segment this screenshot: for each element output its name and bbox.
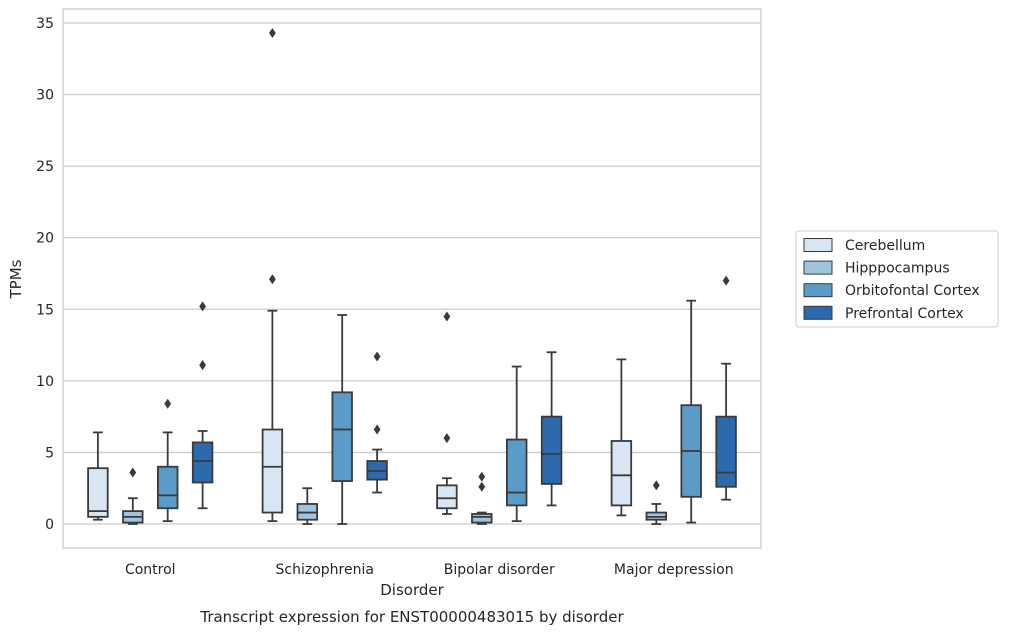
legend-label: Orbitofontal Cortex bbox=[845, 283, 980, 299]
box bbox=[261, 428, 284, 514]
x-tick-label: Control bbox=[125, 562, 176, 578]
y-tick-label: 35 bbox=[36, 16, 54, 32]
y-tick-label: 30 bbox=[36, 88, 54, 104]
outlier-point bbox=[478, 481, 486, 492]
y-tick-label: 10 bbox=[36, 374, 54, 390]
box bbox=[87, 467, 109, 518]
y-tick-label: 5 bbox=[45, 445, 54, 461]
box-group bbox=[436, 311, 563, 525]
box-group bbox=[87, 301, 214, 525]
legend-swatch bbox=[803, 305, 833, 320]
y-tick-label: 15 bbox=[36, 302, 54, 318]
plot-area-frame bbox=[62, 8, 762, 549]
outlier-point bbox=[164, 398, 172, 409]
legend: Cerebellum Hipppocampus Orbitofontal Corte… bbox=[795, 230, 999, 328]
box bbox=[156, 465, 179, 510]
legend-label: Prefrontal Cortex bbox=[845, 306, 964, 322]
outlier-point bbox=[478, 471, 486, 482]
outlier-point bbox=[373, 351, 381, 362]
y-tick-label: 25 bbox=[36, 159, 54, 175]
legend-swatch bbox=[803, 238, 833, 252]
outlier-point bbox=[722, 275, 730, 286]
x-tick-label: Bipolar disorder bbox=[444, 562, 555, 578]
box bbox=[471, 513, 493, 524]
box bbox=[715, 415, 737, 488]
box bbox=[610, 440, 633, 507]
y-axis-label: TPMs bbox=[7, 259, 25, 299]
outlier-point bbox=[652, 480, 660, 491]
box bbox=[331, 391, 353, 482]
outlier-point bbox=[129, 467, 137, 478]
outlier-point bbox=[269, 28, 276, 39]
box bbox=[436, 484, 458, 510]
box-groups bbox=[87, 28, 737, 525]
box bbox=[505, 438, 528, 507]
legend-frame bbox=[795, 230, 999, 328]
outlier-point bbox=[199, 360, 206, 371]
outlier-point bbox=[269, 274, 276, 285]
x-tick-label: Schizophrenia bbox=[276, 562, 374, 578]
legend-label: Hipppocampus bbox=[845, 261, 950, 277]
figure-caption: Transcript expression for ENST0000048301… bbox=[199, 608, 624, 626]
box bbox=[540, 415, 563, 485]
x-tick-label: Major depression bbox=[614, 562, 734, 578]
outlier-point bbox=[443, 433, 451, 444]
box-group bbox=[610, 275, 737, 525]
x-tick-labels: Control Schizophrenia Bipolar disorder Majo… bbox=[125, 562, 734, 578]
legend-swatch bbox=[803, 260, 833, 275]
legend-label: Cerebellum bbox=[845, 238, 925, 254]
outlier-point bbox=[443, 311, 451, 322]
legend-swatch bbox=[803, 283, 833, 298]
box bbox=[191, 441, 214, 484]
y-tick-labels: 0 5 10 15 20 25 30 35 bbox=[36, 16, 54, 533]
box-group bbox=[261, 28, 388, 525]
y-tick-label: 20 bbox=[36, 231, 54, 247]
outlier-point bbox=[373, 424, 381, 435]
x-axis-label: Disorder bbox=[380, 581, 444, 599]
y-tick-label: 0 bbox=[45, 517, 54, 533]
y-gridlines bbox=[63, 22, 761, 525]
outlier-point bbox=[199, 301, 206, 312]
